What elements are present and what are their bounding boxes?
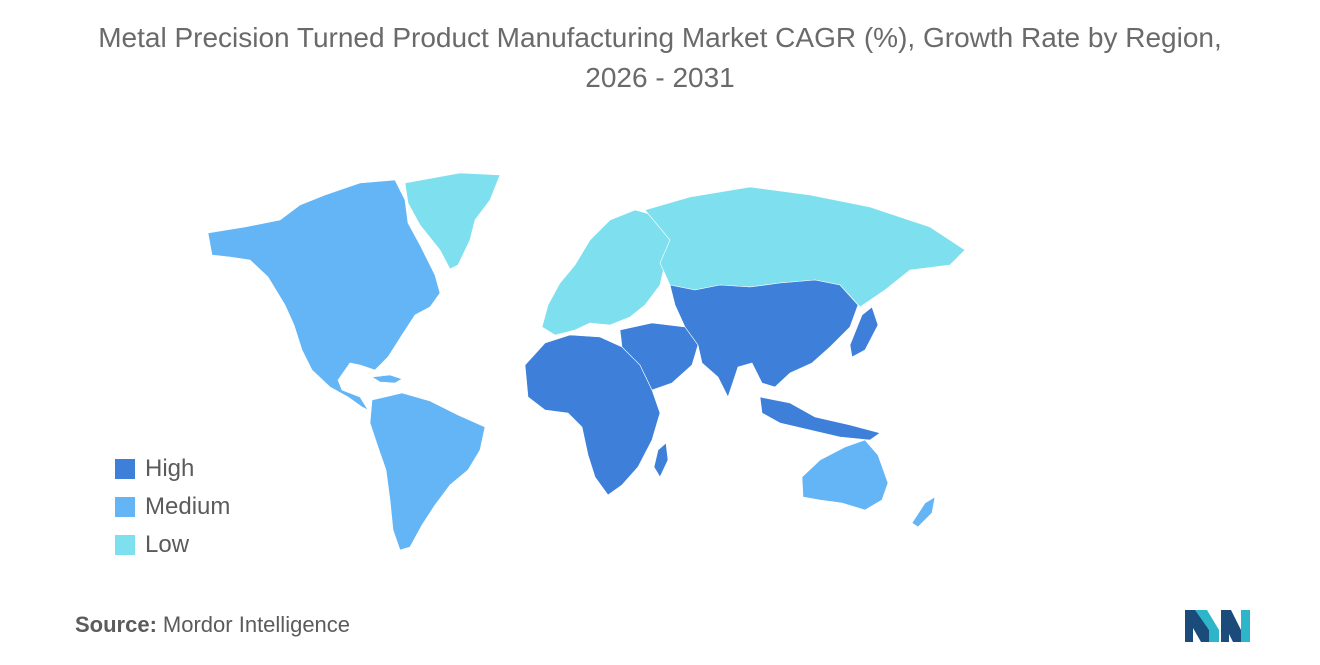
region-south-america	[369, 392, 486, 551]
region-japan	[849, 306, 879, 358]
title-line-2: 2026 - 2031	[585, 62, 735, 93]
region-middle-east	[619, 322, 699, 391]
legend-item-medium: Medium	[115, 488, 230, 526]
legend-label-low: Low	[145, 531, 190, 558]
mordor-intelligence-logo-icon	[1185, 610, 1250, 642]
map-legend: High Medium Low	[115, 450, 230, 564]
region-australia	[801, 439, 889, 511]
region-madagascar	[653, 442, 669, 478]
region-caribbean	[371, 374, 403, 384]
source-note: Source: Mordor Intelligence	[75, 612, 350, 638]
title-line-1: Metal Precision Turned Product Manufactu…	[98, 22, 1222, 53]
region-greenland	[404, 172, 501, 270]
region-africa	[524, 334, 661, 496]
source-label: Source:	[75, 612, 157, 637]
chart-title: Metal Precision Turned Product Manufactu…	[0, 18, 1320, 98]
legend-swatch-medium	[115, 497, 135, 517]
region-southeast-asia-islands	[759, 396, 881, 441]
region-north-america	[207, 179, 441, 411]
legend-swatch-low	[115, 535, 135, 555]
legend-item-high: High	[115, 450, 230, 488]
world-map	[207, 172, 966, 551]
legend-swatch-high	[115, 459, 135, 479]
region-europe	[541, 209, 671, 336]
legend-label-medium: Medium	[145, 493, 231, 520]
legend-label-high: High	[145, 455, 195, 482]
region-asia	[669, 279, 859, 398]
region-new-zealand	[911, 496, 936, 528]
source-value: Mordor Intelligence	[162, 612, 351, 637]
legend-item-low: Low	[115, 526, 230, 564]
